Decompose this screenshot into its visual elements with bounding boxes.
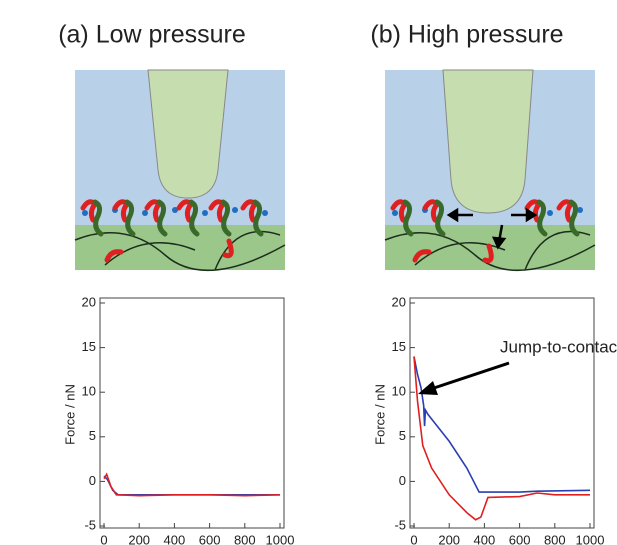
- x-tick-label: 600: [199, 532, 221, 545]
- y-tick-label: 0: [89, 473, 96, 488]
- x-tick-label: 0: [410, 532, 417, 545]
- x-tick-label: 0: [100, 532, 107, 545]
- panel-title: (b) High pressure: [370, 21, 563, 49]
- data-line: [103, 475, 280, 496]
- illustration-low: [74, 69, 286, 272]
- annotation-arrowhead: [418, 381, 438, 395]
- x-tick-label: 800: [234, 532, 256, 545]
- plot-frame: [409, 297, 595, 529]
- x-tick-label: 600: [509, 532, 531, 545]
- annotation: Jump-to-contact: [500, 337, 617, 356]
- panel-title: (a) Low pressure: [58, 21, 246, 49]
- x-tick-label: 1000: [576, 532, 605, 545]
- y-tick-label: 5: [89, 428, 96, 443]
- x-tick-label: 400: [164, 532, 186, 545]
- y-tick-label: 15: [392, 339, 406, 354]
- y-tick-label: 0: [399, 473, 406, 488]
- y-tick-label: 20: [392, 294, 406, 309]
- y-tick-label: -5: [394, 517, 406, 532]
- x-tick-label: 1000: [266, 532, 295, 545]
- y-tick-label: 20: [82, 294, 96, 309]
- plot-frame: [99, 297, 285, 529]
- y-tick-label: 15: [82, 339, 96, 354]
- x-tick-label: 400: [474, 532, 496, 545]
- y-tick-label: 5: [399, 428, 406, 443]
- y-axis-label: Force / nN: [372, 384, 387, 445]
- x-tick-label: 200: [128, 532, 150, 545]
- illustration-high: [384, 69, 596, 272]
- y-tick-label: 10: [392, 384, 406, 399]
- data-line: [413, 356, 591, 493]
- annotation-arrow: [433, 361, 510, 390]
- y-tick-label: -5: [84, 517, 96, 532]
- data-line: [103, 472, 281, 497]
- x-tick-label: 800: [544, 532, 566, 545]
- x-tick-label: 200: [438, 532, 460, 545]
- data-line: [413, 356, 590, 521]
- y-tick-label: 10: [82, 384, 96, 399]
- y-axis-label: Force / nN: [62, 384, 77, 445]
